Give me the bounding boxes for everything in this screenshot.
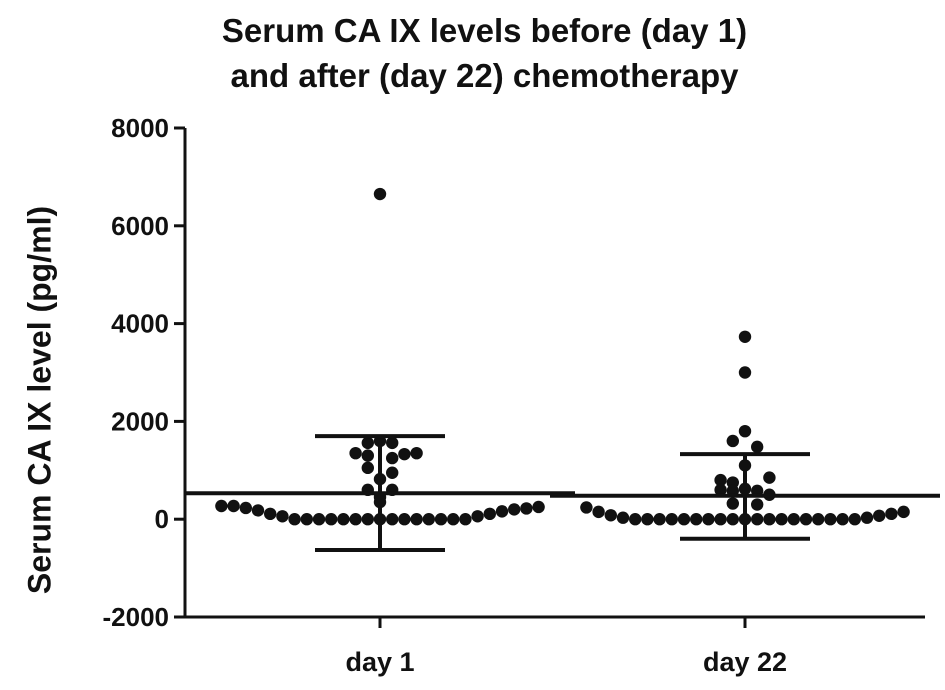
- data-point: [726, 513, 739, 526]
- data-point: [215, 499, 228, 513]
- data-point: [325, 513, 338, 526]
- data-point: [738, 330, 752, 344]
- data-point: [471, 510, 484, 523]
- data-point: [520, 502, 533, 515]
- data-point: [251, 504, 265, 517]
- data-point: [665, 513, 678, 526]
- y-tick-label: 2000: [111, 406, 169, 436]
- data-point: [386, 451, 399, 465]
- data-point: [812, 513, 825, 526]
- y-tick-label: 6000: [111, 211, 169, 241]
- data-point: [386, 466, 399, 479]
- x-tick-label: day 22: [703, 647, 787, 677]
- y-tick-label: -2000: [103, 602, 170, 632]
- data-point: [459, 513, 472, 526]
- data-point: [398, 513, 411, 526]
- data-point: [373, 187, 387, 201]
- data-point: [714, 513, 727, 526]
- data-point: [751, 513, 764, 526]
- data-point: [312, 513, 326, 526]
- x-tick-label: day 1: [345, 647, 414, 677]
- data-point: [714, 483, 727, 497]
- y-tick-label: 0: [155, 504, 169, 534]
- data-point: [763, 513, 776, 526]
- data-point: [410, 513, 423, 526]
- data-point: [361, 436, 374, 450]
- data-point: [775, 513, 788, 526]
- data-point: [714, 473, 727, 487]
- data-point: [873, 509, 886, 522]
- data-point: [860, 511, 874, 524]
- y-tick-label: 8000: [111, 113, 169, 143]
- data-point: [836, 513, 849, 526]
- data-point: [653, 513, 666, 526]
- chart-title-line2: and after (day 22) chemotherapy: [230, 57, 739, 94]
- data-point: [751, 498, 764, 511]
- data-point: [787, 513, 800, 526]
- data-point: [508, 503, 521, 516]
- data-point: [288, 513, 301, 526]
- data-point: [337, 513, 350, 526]
- data-point: [726, 434, 739, 448]
- data-point: [897, 505, 910, 519]
- data-point: [580, 501, 593, 514]
- data-point: [361, 461, 374, 475]
- chart-title-line1: Serum CA IX levels before (day 1): [221, 12, 748, 49]
- data-point: [495, 505, 509, 518]
- data-point: [616, 511, 630, 524]
- data-point: [592, 505, 605, 519]
- data-point: [276, 510, 289, 523]
- data-point: [349, 513, 362, 526]
- data-point: [386, 513, 399, 526]
- data-point: [690, 513, 703, 526]
- data-point: [677, 513, 691, 526]
- data-point: [763, 471, 776, 484]
- data-point: [447, 513, 460, 526]
- data-point: [824, 513, 837, 526]
- data-point: [483, 507, 496, 521]
- data-point: [422, 513, 435, 526]
- data-point: [227, 499, 240, 513]
- data-point: [751, 440, 764, 454]
- data-point: [349, 446, 362, 460]
- data-point: [799, 513, 813, 526]
- data-point: [410, 446, 423, 460]
- data-point: [398, 447, 411, 461]
- data-point: [726, 497, 739, 510]
- data-point: [738, 424, 752, 438]
- data-point: [848, 513, 861, 526]
- data-point: [641, 513, 654, 526]
- y-tick-label: 4000: [111, 309, 169, 339]
- data-point: [885, 507, 898, 521]
- data-point: [300, 513, 313, 526]
- data-point: [434, 513, 448, 526]
- data-point: [361, 513, 374, 526]
- data-point: [629, 513, 642, 526]
- data-point: [738, 366, 752, 379]
- data-point: [239, 501, 252, 515]
- data-point: [702, 513, 715, 526]
- data-point: [361, 449, 374, 462]
- data-point: [386, 436, 399, 450]
- data-point: [532, 500, 545, 514]
- data-point: [604, 509, 617, 522]
- data-point: [264, 507, 277, 521]
